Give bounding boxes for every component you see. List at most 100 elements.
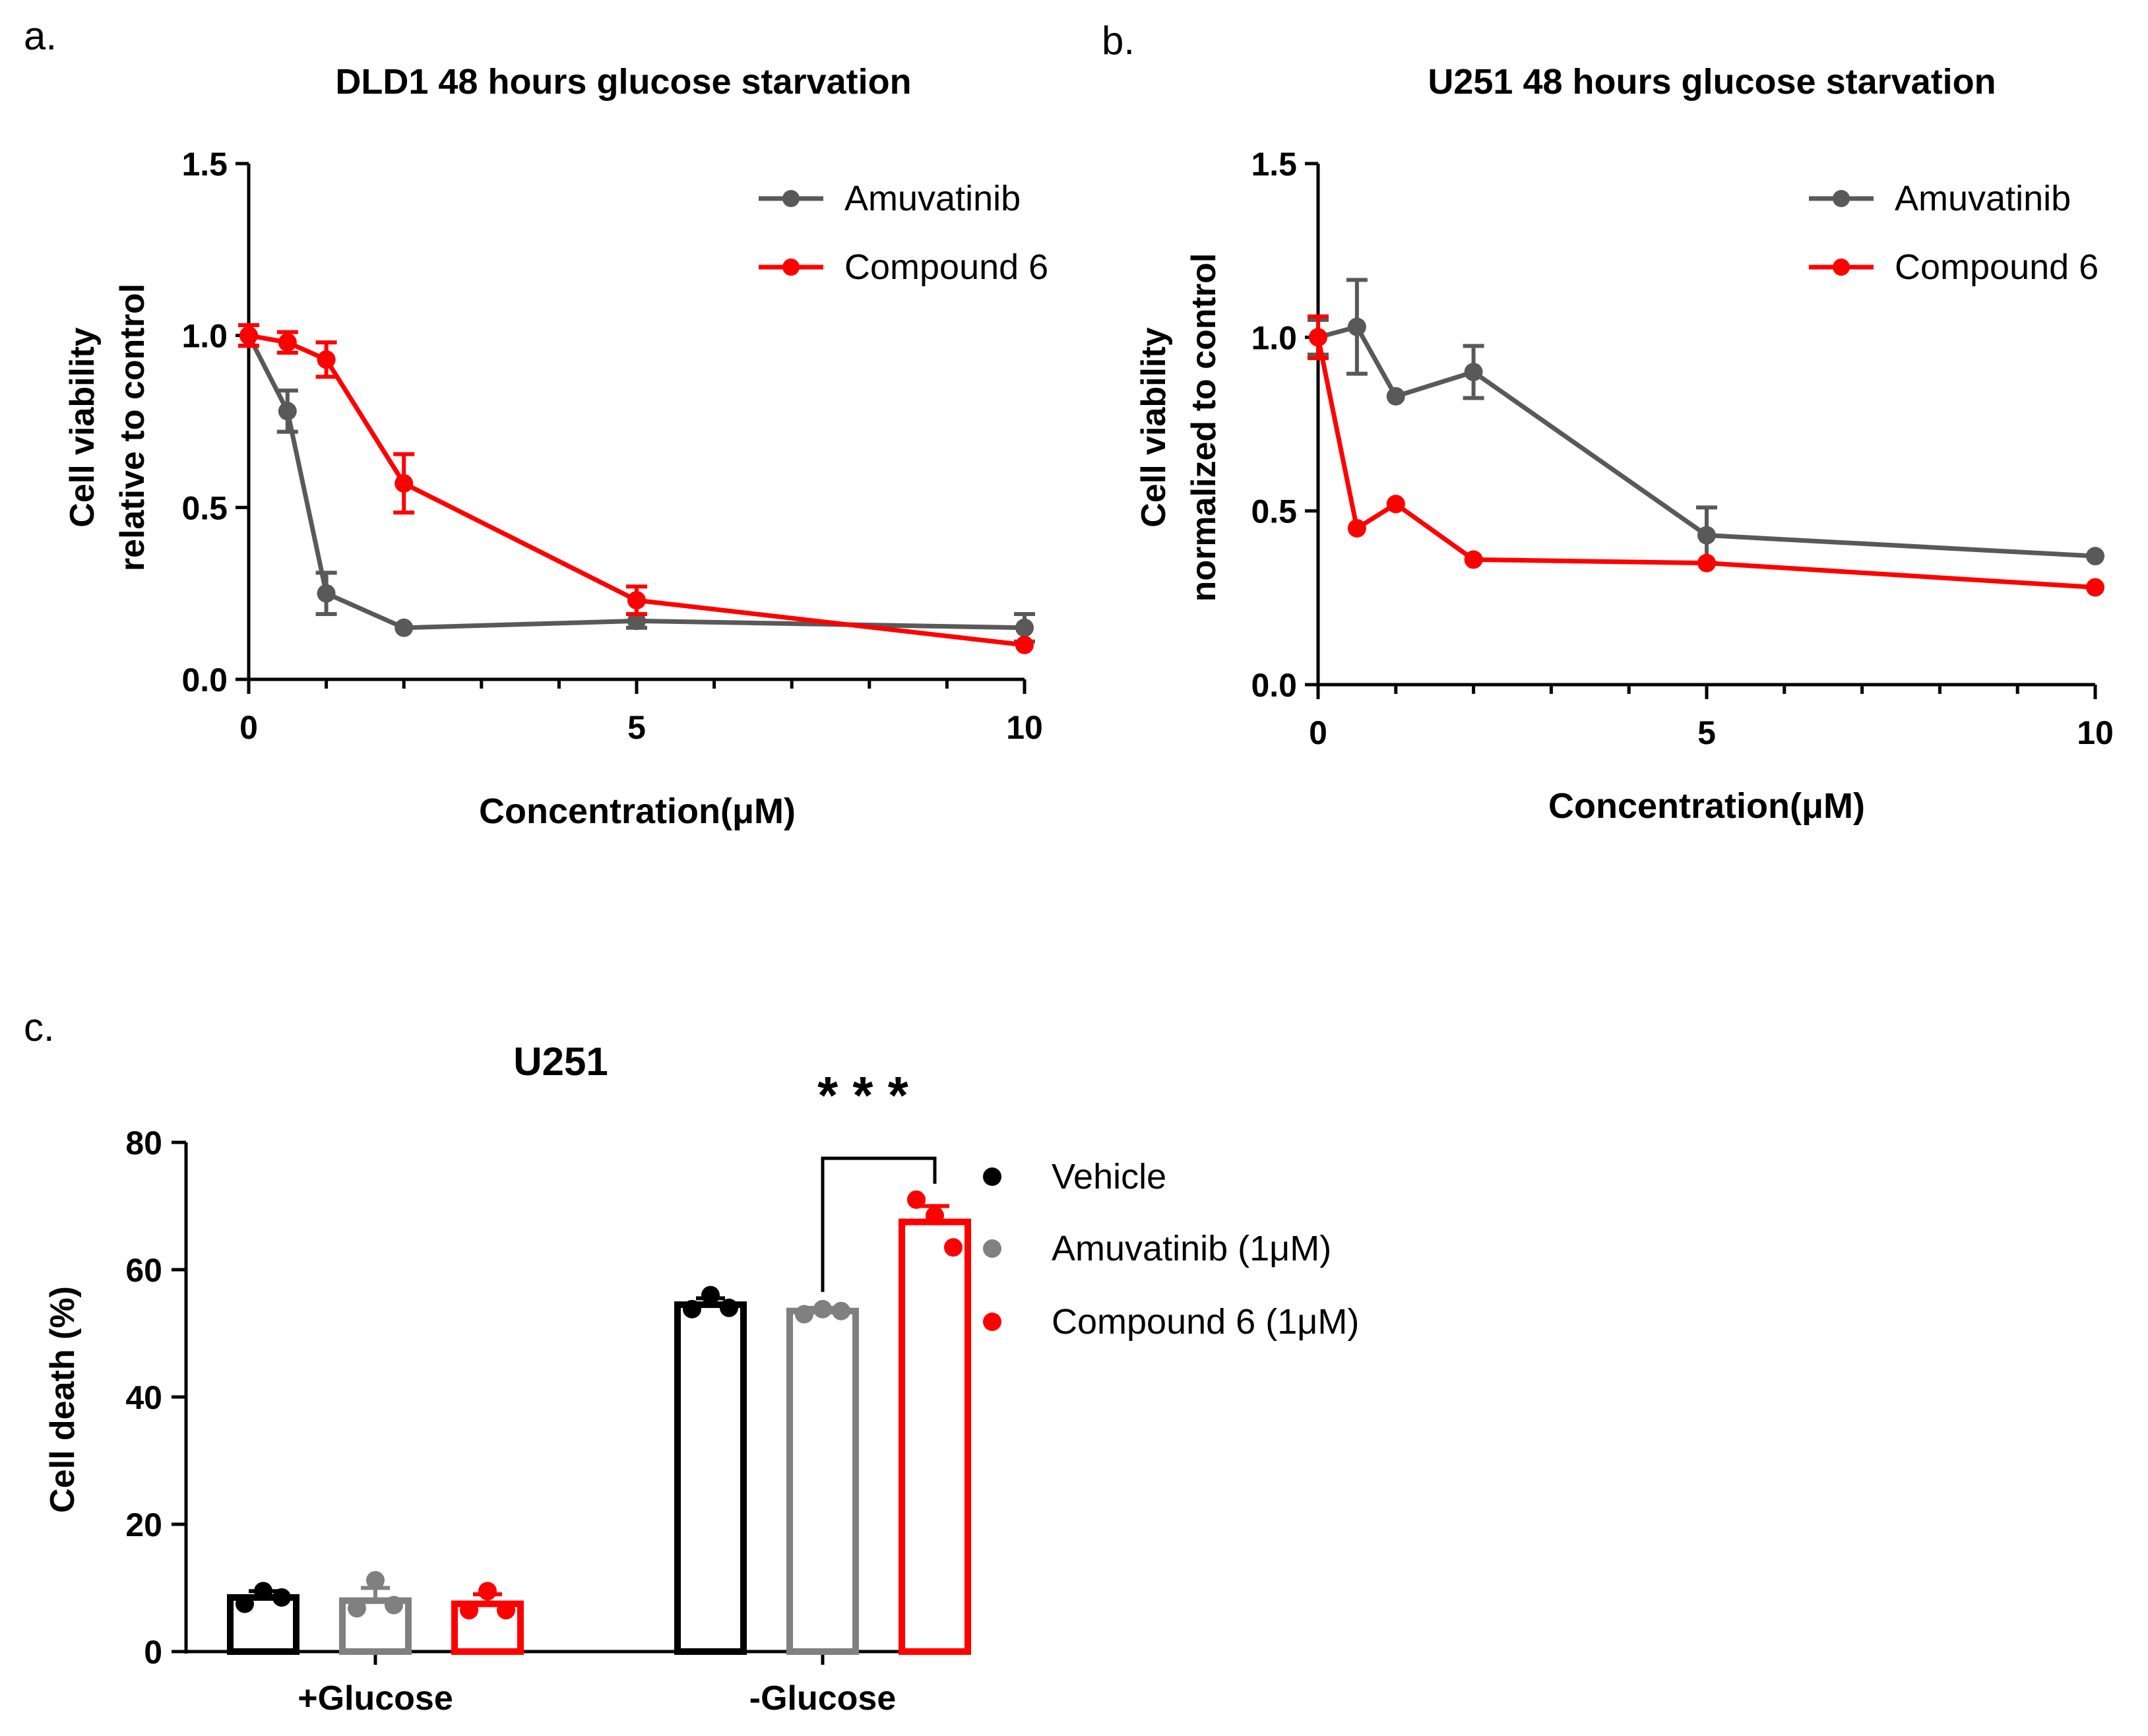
chart-c-bar-compound-6-1-m	[899, 1218, 971, 1655]
panel-letter-a: a.	[24, 14, 57, 58]
chart-c-point-amuvatinib-1-m	[385, 1596, 403, 1615]
chart-a-xtick-label: 0	[239, 709, 258, 746]
chart-b-point-compound-6	[1347, 519, 1366, 538]
chart-c: U251 0 20 40 60 80 +Glucose -Glucose Cell deat…	[44, 1039, 1359, 1718]
chart-a-ytick-label: 1.5	[181, 146, 228, 183]
chart-c-point-compound-6-1-m	[944, 1238, 963, 1257]
chart-a-ytick-label: 0.5	[181, 489, 228, 526]
chart-b-point-compound-6	[1309, 328, 1327, 347]
chart-a-plot-area: 0.0 0.5 1.0 1.5 0 5 10	[181, 146, 1042, 746]
chart-c-point-vehicle	[683, 1299, 701, 1318]
chart-b-series-line-compound-6	[1315, 336, 2096, 590]
legend-c-amuvatinib-label: Amuvatinib (1μM)	[1052, 1229, 1331, 1268]
chart-a-point-compound-6	[278, 333, 297, 352]
legend-a-amuvatinib-label: Amuvatinib	[844, 179, 1021, 218]
chart-a: DLD1 48 hours glucose starvation 0.0 0.5 1…	[63, 62, 1048, 831]
chart-c-ylabel: Cell death (%)	[44, 1286, 82, 1513]
chart-c-point-amuvatinib-1-m	[366, 1570, 385, 1590]
chart-c-xtick-label: -Glucose	[749, 1679, 897, 1718]
chart-c-point-amuvatinib-1-m	[795, 1305, 813, 1324]
legend-b-compound6: Compound 6	[1809, 247, 2099, 287]
chart-c-point-compound-6-1-m	[497, 1601, 515, 1620]
chart-a-xlabel: Concentration(μM)	[479, 791, 796, 831]
chart-a-point-amuvatinib	[395, 618, 414, 637]
chart-b-point-compound-6	[2086, 578, 2104, 597]
chart-a-legend: Amuvatinib Compound 6	[759, 179, 1048, 287]
significance-bracket	[821, 1156, 937, 1292]
chart-a-series-line-amuvatinib	[246, 334, 1025, 631]
chart-c-ytick-label: 20	[125, 1506, 162, 1543]
chart-c-point-amuvatinib-1-m	[348, 1599, 366, 1618]
chart-c-plot-area: 0 20 40 60 80 +Glucose -Glucose	[125, 1125, 971, 1718]
chart-b-xtick-label: 10	[2077, 714, 2114, 751]
chart-a-point-compound-6	[239, 326, 258, 345]
chart-b-ylabel-line1: Cell viability	[1135, 327, 1173, 528]
chart-a-point-compound-6	[395, 474, 414, 493]
chart-a-xtick-label: 5	[627, 709, 646, 746]
chart-b-ytick-label: 1.0	[1251, 319, 1297, 356]
chart-c-point-compound-6-1-m	[907, 1190, 926, 1209]
chart-a-point-compound-6	[1015, 635, 1034, 654]
chart-c-point-amuvatinib-1-m	[813, 1299, 832, 1318]
chart-a-ytick-label: 0.0	[181, 662, 228, 698]
chart-a-point-compound-6	[317, 350, 336, 369]
legend-b-compound6-label: Compound 6	[1895, 247, 2099, 287]
chart-b-ytick-label: 1.5	[1251, 146, 1297, 183]
chart-c-title: U251	[513, 1039, 608, 1084]
chart-c-point-compound-6-1-m	[478, 1582, 497, 1601]
legend-c-compound6-label: Compound 6 (1μM)	[1052, 1302, 1359, 1342]
chart-a-ylabel-line2: relative to control	[113, 284, 152, 571]
chart-a-point-amuvatinib	[317, 584, 336, 603]
legend-c-vehicle: Vehicle	[983, 1157, 1166, 1196]
chart-c-ytick-label: 40	[125, 1379, 162, 1416]
legend-c-compound6: Compound 6 (1μM)	[983, 1302, 1359, 1342]
legend-a-compound6: Compound 6	[759, 247, 1048, 287]
legend-c-amuvatinib: Amuvatinib (1μM)	[983, 1229, 1331, 1268]
chart-b-point-compound-6	[1697, 553, 1716, 573]
legend-b-amuvatinib: Amuvatinib	[1809, 179, 2071, 218]
significance-label: * * *	[817, 1066, 909, 1125]
chart-c-xtick-label: +Glucose	[298, 1679, 453, 1718]
chart-a-point-amuvatinib	[627, 611, 646, 631]
chart-a-ylabel-line1: Cell viability	[63, 327, 102, 528]
legend-a-amuvatinib: Amuvatinib	[759, 179, 1021, 218]
chart-b-ytick-label: 0.0	[1251, 667, 1297, 704]
chart-c-bar-vehicle	[674, 1301, 747, 1655]
chart-c-ytick-label: 0	[144, 1634, 162, 1671]
chart-b-xtick-label: 5	[1697, 714, 1716, 751]
chart-c-point-vehicle	[254, 1582, 272, 1601]
chart-b-plot-area: 0.0 0.5 1.0 1.5 0 5 10	[1251, 146, 2113, 751]
chart-a-point-amuvatinib	[278, 402, 297, 421]
chart-c-point-amuvatinib-1-m	[832, 1301, 850, 1320]
chart-b-point-compound-6	[1464, 550, 1483, 569]
chart-a-ytick-label: 1.0	[181, 318, 228, 355]
chart-c-point-vehicle	[272, 1588, 291, 1607]
chart-b-xlabel: Concentration(μM)	[1548, 786, 1865, 826]
chart-b-title: U251 48 hours glucose starvation	[1428, 62, 1996, 102]
chart-c-ytick-label: 60	[125, 1252, 162, 1289]
chart-b-ytick-label: 0.5	[1251, 493, 1297, 530]
chart-b-ylabel-line2: normalized to control	[1185, 253, 1223, 602]
chart-b-point-amuvatinib	[1697, 526, 1716, 545]
chart-a-xtick-label: 10	[1006, 709, 1043, 746]
legend-a-compound6-label: Compound 6	[844, 247, 1048, 287]
panel-letter-b: b.	[1102, 18, 1135, 63]
chart-b-point-amuvatinib	[1386, 387, 1405, 406]
panel-letter-c: c.	[24, 1005, 55, 1049]
chart-c-bar-amuvatinib-1-m	[786, 1307, 859, 1655]
chart-a-title: DLD1 48 hours glucose starvation	[335, 62, 911, 102]
legend-b-amuvatinib-label: Amuvatinib	[1895, 179, 2071, 218]
chart-c-ytick-label: 80	[125, 1125, 162, 1162]
chart-b-point-amuvatinib	[1347, 317, 1366, 336]
chart-c-point-vehicle	[720, 1298, 738, 1317]
chart-b-point-amuvatinib	[1464, 363, 1483, 381]
chart-b: U251 48 hours glucose starvation 0.0 0.5 1…	[1135, 62, 2114, 826]
chart-c-point-compound-6-1-m	[460, 1601, 478, 1620]
chart-b-legend: Amuvatinib Compound 6	[1809, 179, 2099, 287]
chart-b-point-compound-6	[1386, 495, 1405, 514]
chart-a-point-amuvatinib	[1015, 618, 1034, 637]
chart-c-point-compound-6-1-m	[926, 1206, 944, 1225]
chart-b-point-amuvatinib	[2086, 547, 2104, 566]
chart-c-legend: Vehicle Amuvatinib (1μM) Compound 6 (1μM…	[983, 1157, 1359, 1342]
